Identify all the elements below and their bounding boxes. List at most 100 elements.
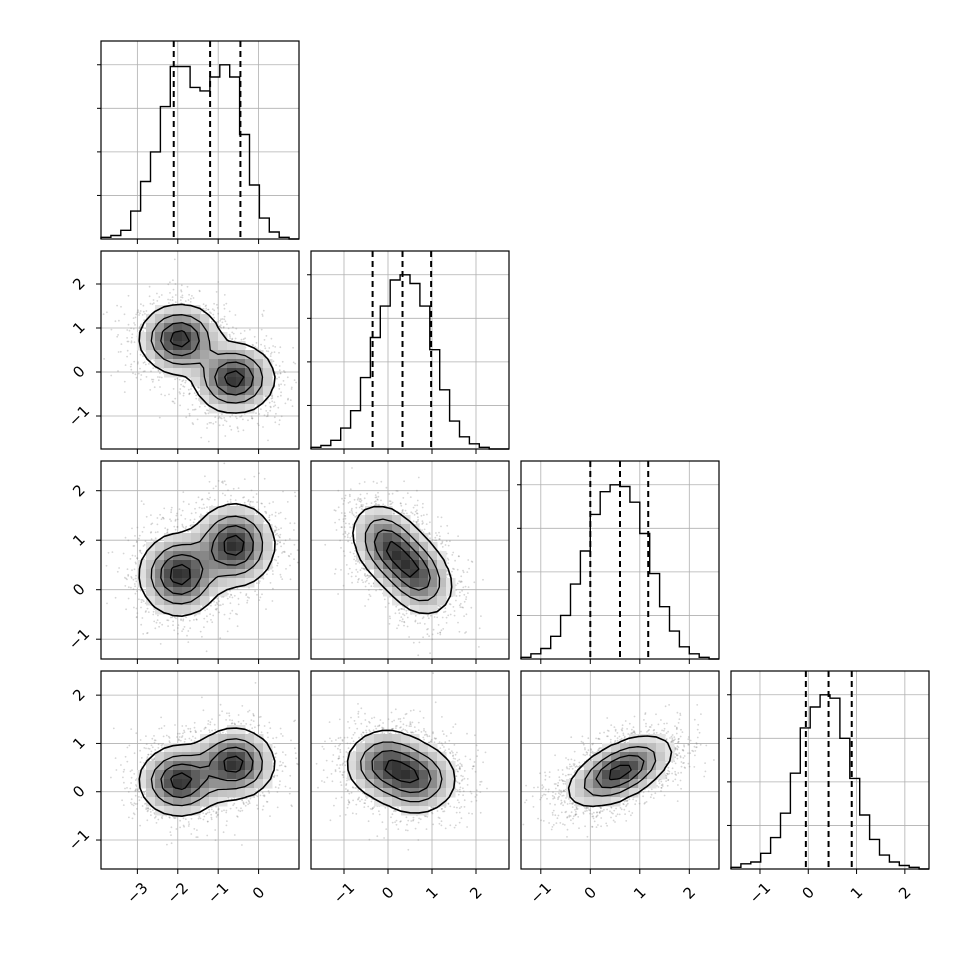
- sample-point: [294, 362, 297, 365]
- sample-point: [210, 619, 212, 621]
- density-cell: [137, 341, 147, 351]
- sample-point: [274, 515, 277, 517]
- sample-point: [267, 569, 270, 572]
- sample-point: [166, 531, 169, 533]
- sample-point: [141, 599, 144, 601]
- sample-point: [135, 313, 138, 316]
- sample-point: [217, 320, 219, 323]
- density-cell: [182, 542, 192, 552]
- density-cell: [182, 569, 192, 579]
- sample-point: [237, 603, 240, 606]
- sample-point: [237, 597, 240, 600]
- sample-point: [229, 602, 232, 605]
- sample-point: [174, 397, 177, 400]
- sample-point: [193, 619, 195, 621]
- sample-point: [187, 641, 190, 643]
- sample-point: [132, 578, 135, 581]
- sample-point: [210, 320, 213, 323]
- sample-point: [133, 545, 136, 547]
- sample-point: [277, 406, 280, 409]
- sample-point: [233, 594, 236, 597]
- sample-point: [157, 376, 159, 378]
- density-cell: [263, 560, 273, 570]
- density-cell: [137, 578, 147, 588]
- sample-point: [138, 537, 140, 540]
- sample-point: [142, 600, 145, 603]
- density-cell: [173, 314, 183, 324]
- sample-point: [215, 608, 218, 611]
- density-cell: [227, 359, 237, 369]
- sample-point: [219, 325, 222, 328]
- sample-point: [280, 576, 282, 578]
- sample-point: [152, 378, 155, 381]
- sample-point: [135, 580, 138, 583]
- sample-point: [289, 564, 291, 567]
- sample-point: [260, 502, 263, 505]
- sample-point: [334, 572, 336, 575]
- sample-point: [150, 538, 153, 541]
- density-cell: [200, 596, 210, 606]
- sample-point: [182, 379, 185, 382]
- sample-point: [134, 577, 137, 580]
- sample-point: [277, 534, 280, 537]
- sample-point: [245, 593, 248, 595]
- sample-point: [131, 554, 134, 557]
- sample-point: [206, 427, 208, 429]
- sample-point: [156, 300, 159, 302]
- sample-point: [188, 412, 191, 415]
- sample-point: [182, 394, 185, 397]
- sample-point: [221, 413, 223, 416]
- sample-point: [281, 360, 284, 363]
- sample-point: [280, 527, 282, 530]
- density-cell: [182, 323, 192, 333]
- sample-point: [153, 359, 156, 362]
- sample-point: [243, 496, 246, 498]
- sample-point: [127, 597, 130, 600]
- density-cell: [245, 350, 255, 360]
- sample-point: [267, 350, 270, 353]
- density-cell: [263, 533, 273, 543]
- sample-point: [272, 345, 274, 347]
- sample-point: [198, 397, 201, 400]
- sample-point: [263, 477, 266, 480]
- sample-point: [274, 529, 276, 532]
- sample-point: [255, 412, 257, 414]
- sample-point: [138, 534, 141, 537]
- sample-point: [188, 393, 191, 396]
- sample-point: [458, 630, 461, 633]
- density-cell: [209, 587, 219, 597]
- sample-point: [461, 606, 463, 609]
- sample-point: [225, 302, 228, 305]
- density-cell: [155, 323, 165, 333]
- sample-point: [139, 367, 141, 370]
- sample-point: [211, 308, 214, 310]
- sample-point: [166, 529, 169, 531]
- sample-point: [444, 544, 447, 546]
- sample-point: [219, 637, 222, 640]
- sample-point: [218, 600, 220, 603]
- sample-point: [223, 307, 226, 310]
- sample-point: [141, 314, 144, 316]
- sample-point: [279, 346, 282, 349]
- sample-point: [279, 541, 281, 544]
- panel-frame: [100, 250, 300, 450]
- sample-point: [134, 535, 136, 537]
- density-cell: [227, 350, 237, 360]
- sample-point: [274, 404, 277, 407]
- density-cell: [209, 533, 219, 543]
- sample-point: [163, 507, 166, 510]
- sample-point: [186, 285, 189, 288]
- sample-point: [127, 323, 130, 326]
- sample-point: [222, 326, 225, 328]
- sample-point: [274, 529, 277, 532]
- density-cell: [245, 515, 255, 525]
- density-cell: [227, 404, 237, 414]
- density-cell: [191, 605, 201, 615]
- density-cell: [191, 341, 201, 351]
- sample-point: [205, 304, 208, 307]
- sample-point: [296, 549, 299, 552]
- density-cell: [245, 395, 255, 405]
- sample-point: [187, 630, 190, 632]
- sample-point: [179, 404, 182, 407]
- sample-point: [135, 607, 138, 610]
